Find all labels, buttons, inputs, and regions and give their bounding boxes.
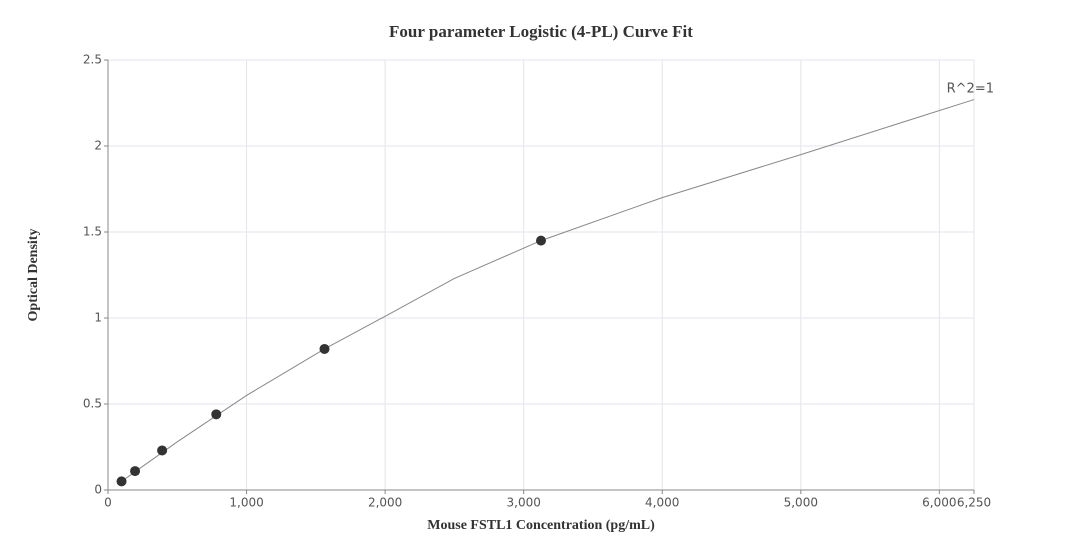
y-tick-label: 0 bbox=[94, 483, 102, 497]
chart-title: Four parameter Logistic (4-PL) Curve Fit bbox=[389, 22, 693, 41]
fit-curve bbox=[121, 99, 975, 482]
y-tick-label: 1.5 bbox=[83, 225, 102, 239]
x-tick-label: 6,250 bbox=[957, 496, 991, 510]
data-point bbox=[116, 476, 127, 487]
x-tick-label: 1,000 bbox=[229, 496, 263, 510]
x-tick-label: 6,000 bbox=[922, 496, 956, 510]
x-tick-label: 3,000 bbox=[507, 496, 541, 510]
annotation: R^2=1 bbox=[947, 82, 994, 97]
y-tick-label: 2 bbox=[94, 139, 102, 153]
data-point bbox=[536, 235, 546, 246]
y-tick-label: 1 bbox=[94, 311, 102, 325]
x-axis-label: Mouse FSTL1 Concentration (pg/mL) bbox=[427, 518, 655, 533]
x-tick-label: 0 bbox=[104, 496, 112, 510]
y-tick-label: 0.5 bbox=[83, 397, 102, 411]
data-point bbox=[319, 343, 330, 354]
x-tick-label: 5,000 bbox=[784, 496, 818, 510]
y-tick-label: 2.5 bbox=[83, 53, 102, 67]
y-axis-label: Optical Density bbox=[26, 229, 41, 322]
x-tick-label: 4,000 bbox=[645, 496, 679, 510]
data-point bbox=[130, 466, 141, 477]
x-tick-label: 2,000 bbox=[368, 496, 402, 510]
data-point bbox=[211, 409, 222, 420]
data-point bbox=[157, 445, 168, 456]
